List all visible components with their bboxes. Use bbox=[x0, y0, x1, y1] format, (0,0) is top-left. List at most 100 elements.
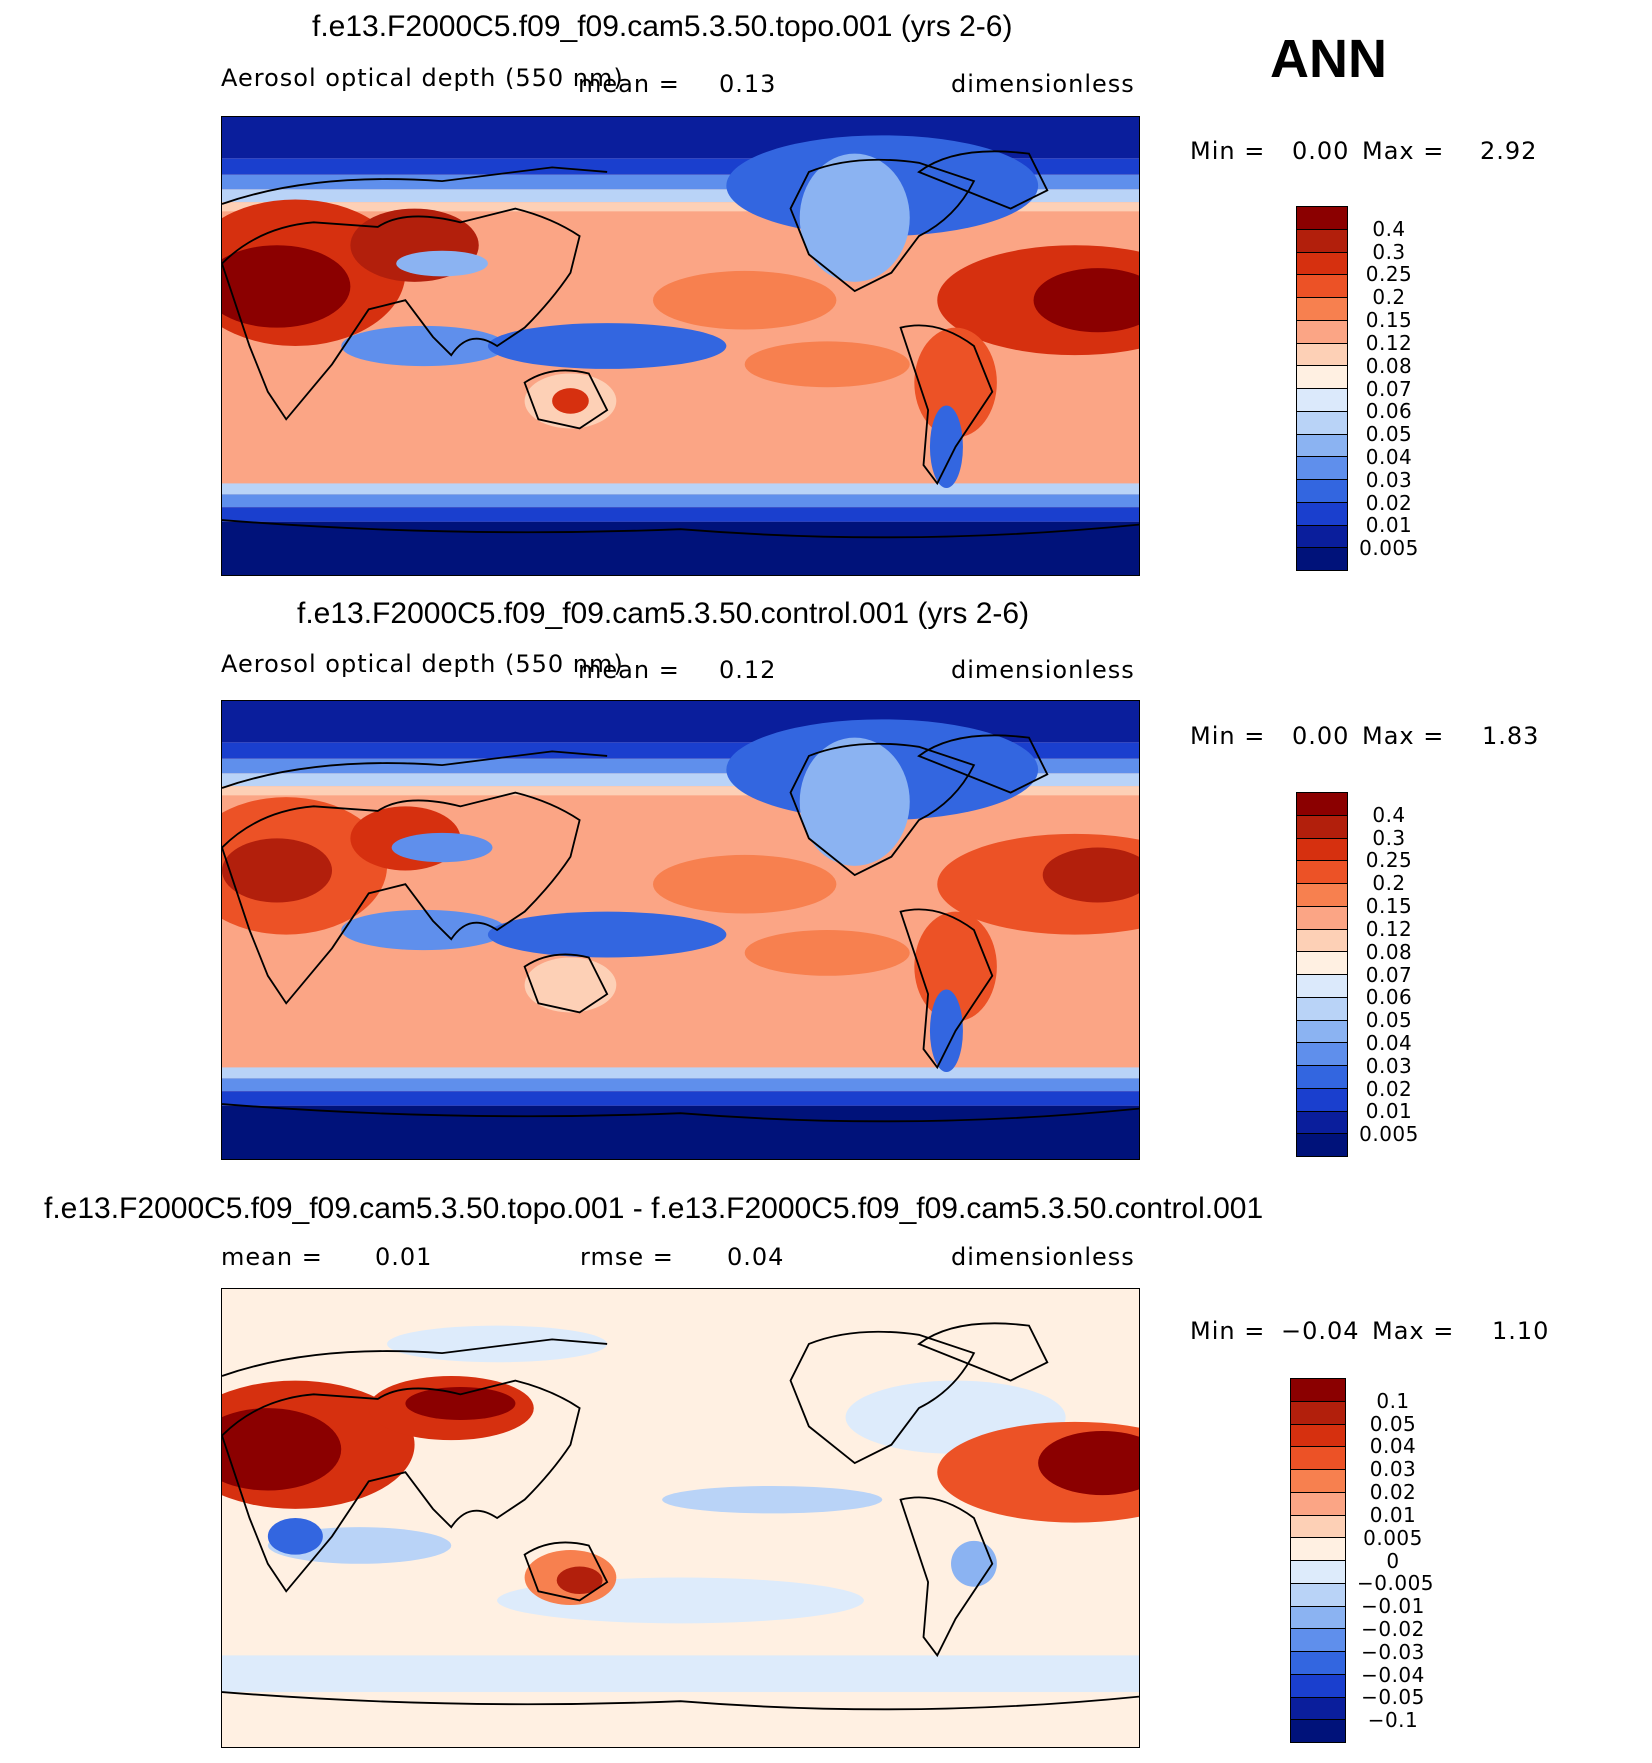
colorbar-swatch bbox=[1297, 525, 1347, 549]
colorbar-swatch bbox=[1291, 1515, 1345, 1539]
panel2-max-label: Max = bbox=[1362, 722, 1445, 750]
colorbar-swatch bbox=[1291, 1470, 1345, 1493]
colorbar-tick-label: 0.03 bbox=[1365, 467, 1413, 492]
colorbar-swatch bbox=[1297, 815, 1347, 839]
colorbar-tick-label: −0.05 bbox=[1361, 1685, 1425, 1710]
colorbar-tick-label: 0.01 bbox=[1369, 1502, 1417, 1527]
season-label: ANN bbox=[1270, 29, 1387, 89]
colorbar-swatch bbox=[1297, 906, 1347, 930]
panel3-colorbar bbox=[1290, 1378, 1346, 1743]
colorbar-tick-label: 0.12 bbox=[1365, 330, 1413, 355]
colorbar-tick-label: 0.01 bbox=[1365, 1099, 1413, 1124]
colorbar-swatch bbox=[1297, 320, 1347, 344]
panel1-min-label: Min = bbox=[1190, 137, 1266, 165]
colorbar-tick-label: 0.06 bbox=[1365, 985, 1413, 1010]
panel1-title: f.e13.F2000C5.f09_f09.cam5.3.50.topo.001… bbox=[312, 10, 1013, 43]
colorbar-tick-label: −0.005 bbox=[1357, 1571, 1435, 1596]
colorbar-swatch bbox=[1297, 502, 1347, 526]
colorbar-swatch bbox=[1297, 838, 1347, 862]
panel3-min-label: Min = bbox=[1190, 1317, 1266, 1345]
colorbar-swatch bbox=[1297, 861, 1347, 884]
colorbar-tick-label: 0.005 bbox=[1363, 1525, 1423, 1550]
panel3-max-value: 1.10 bbox=[1492, 1317, 1550, 1345]
panel2-variable-label: Aerosol optical depth (550 nm) bbox=[221, 650, 624, 678]
colorbar-tick-label: −0.03 bbox=[1361, 1639, 1425, 1664]
panel1-map bbox=[221, 116, 1140, 576]
colorbar-tick-label: 0.12 bbox=[1365, 916, 1413, 941]
colorbar-tick-label: 0.08 bbox=[1365, 353, 1413, 378]
panel2-map-svg bbox=[222, 701, 1139, 1159]
colorbar-tick-label: 0.2 bbox=[1372, 285, 1406, 310]
panel2-map bbox=[221, 700, 1140, 1160]
colorbar-swatch bbox=[1297, 1134, 1347, 1156]
panel3-min-value: −0.04 bbox=[1281, 1317, 1360, 1345]
colorbar-tick-label: 0.03 bbox=[1369, 1457, 1417, 1482]
colorbar-tick-label: 0.07 bbox=[1365, 962, 1413, 987]
colorbar-swatch bbox=[1291, 1447, 1345, 1470]
colorbar-swatch bbox=[1291, 1561, 1345, 1584]
colorbar-tick-label: 0.005 bbox=[1359, 536, 1419, 561]
colorbar-swatch bbox=[1297, 411, 1347, 435]
colorbar-swatch bbox=[1291, 1697, 1345, 1721]
colorbar-swatch bbox=[1297, 1111, 1347, 1135]
colorbar-tick-label: 0.06 bbox=[1365, 399, 1413, 424]
colorbar-tick-label: 0.3 bbox=[1372, 825, 1406, 850]
panel1-mean-value: 0.13 bbox=[719, 70, 777, 98]
colorbar-swatch bbox=[1297, 457, 1347, 480]
colorbar-tick-label: 0.15 bbox=[1365, 894, 1413, 919]
colorbar-swatch bbox=[1291, 1674, 1345, 1698]
colorbar-tick-label: −0.02 bbox=[1361, 1616, 1425, 1641]
colorbar-swatch bbox=[1297, 975, 1347, 998]
colorbar-tick-label: 0.3 bbox=[1372, 239, 1406, 264]
colorbar-tick-label: 0.04 bbox=[1369, 1434, 1417, 1459]
colorbar-tick-label: 0.4 bbox=[1372, 802, 1406, 827]
colorbar-swatch bbox=[1291, 1720, 1345, 1742]
colorbar-tick-label: 0.02 bbox=[1365, 1076, 1413, 1101]
panel2-mean-label: mean = bbox=[578, 656, 680, 684]
colorbar-swatch bbox=[1297, 1020, 1347, 1044]
colorbar-swatch bbox=[1297, 480, 1347, 503]
colorbar-tick-label: 0.005 bbox=[1359, 1122, 1419, 1147]
colorbar-swatch bbox=[1297, 343, 1347, 367]
colorbar-swatch bbox=[1297, 1088, 1347, 1112]
colorbar-swatch bbox=[1297, 884, 1347, 907]
panel2-colorbar bbox=[1296, 792, 1348, 1157]
colorbar-swatch bbox=[1297, 952, 1347, 975]
colorbar-swatch bbox=[1297, 298, 1347, 321]
colorbar-swatch bbox=[1297, 434, 1347, 458]
colorbar-tick-label: 0 bbox=[1386, 1548, 1400, 1573]
colorbar-tick-label: 0.1 bbox=[1376, 1388, 1410, 1413]
panel1-mean-label: mean = bbox=[578, 70, 680, 98]
panel2-mean-value: 0.12 bbox=[719, 656, 777, 684]
panel3-mean-label: mean = bbox=[221, 1243, 323, 1271]
colorbar-tick-label: 0.15 bbox=[1365, 308, 1413, 333]
panel1-variable-label: Aerosol optical depth (550 nm) bbox=[221, 64, 624, 92]
colorbar-swatch bbox=[1291, 1424, 1345, 1448]
colorbar-swatch bbox=[1291, 1606, 1345, 1630]
colorbar-swatch bbox=[1297, 1043, 1347, 1066]
colorbar-swatch bbox=[1291, 1629, 1345, 1652]
colorbar-swatch bbox=[1297, 366, 1347, 389]
panel3-rmse-label: rmse = bbox=[580, 1243, 674, 1271]
colorbar-swatch bbox=[1297, 252, 1347, 276]
colorbar-tick-label: −0.1 bbox=[1367, 1708, 1419, 1733]
colorbar-swatch bbox=[1297, 389, 1347, 412]
colorbar-swatch bbox=[1291, 1401, 1345, 1425]
colorbar-swatch bbox=[1297, 929, 1347, 953]
panel2-min-label: Min = bbox=[1190, 722, 1266, 750]
panel3-units: dimensionless bbox=[951, 1243, 1135, 1271]
panel2-max-value: 1.83 bbox=[1482, 722, 1540, 750]
colorbar-tick-label: 0.04 bbox=[1365, 1030, 1413, 1055]
colorbar-tick-label: 0.08 bbox=[1365, 939, 1413, 964]
colorbar-swatch bbox=[1297, 207, 1347, 230]
colorbar-tick-label: 0.05 bbox=[1369, 1411, 1417, 1436]
panel1-max-label: Max = bbox=[1362, 137, 1445, 165]
panel1-colorbar bbox=[1296, 206, 1348, 571]
panel3-rmse-value: 0.04 bbox=[727, 1243, 785, 1271]
colorbar-tick-label: 0.02 bbox=[1369, 1480, 1417, 1505]
colorbar-swatch bbox=[1297, 793, 1347, 816]
panel3-mean-value: 0.01 bbox=[375, 1243, 433, 1271]
colorbar-tick-label: 0.07 bbox=[1365, 376, 1413, 401]
colorbar-tick-label: −0.04 bbox=[1361, 1662, 1425, 1687]
colorbar-tick-label: 0.05 bbox=[1365, 1008, 1413, 1033]
